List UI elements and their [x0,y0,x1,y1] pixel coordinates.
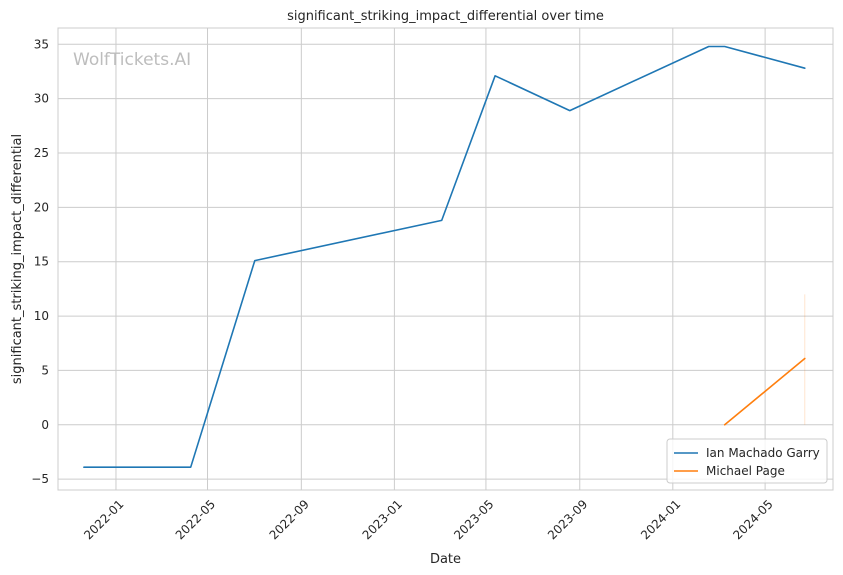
y-tick-label: 0 [41,418,49,432]
y-tick-label: 20 [34,200,49,214]
series-lines [83,45,806,469]
y-tick-label: 30 [34,92,49,106]
y-tick-labels: −5 0 5 10 15 20 25 30 35 [31,37,49,486]
legend-box [666,438,828,484]
x-tick-label: 2023-09 [545,497,590,542]
y-tick-label: −5 [31,472,49,486]
legend: Ian Machado Garry Michael Page [666,438,828,484]
x-tick-labels: 2022-01 2022-05 2022-09 2023-01 2023-05 2023-… [81,497,775,542]
series-line-michael-page [723,357,806,426]
x-tick-label: 2023-05 [451,497,496,542]
x-tick-label: 2022-01 [81,497,126,542]
y-tick-label: 10 [34,309,49,323]
y-tick-label: 35 [34,37,49,51]
legend-label-michael-page: Michael Page [706,464,785,478]
x-tick-label: 2024-05 [730,497,775,542]
plot-frame [57,27,834,491]
legend-label-ian-machado-garry: Ian Machado Garry [706,446,820,460]
x-tick-label: 2022-05 [173,497,218,542]
y-tick-label: 25 [34,146,49,160]
plot-background [58,28,833,490]
y-tick-label: 15 [34,255,49,269]
chart-title: significant_striking_impact_differential… [287,9,604,24]
x-tick-label: 2024-01 [638,497,683,542]
x-axis-label: Date [430,552,461,567]
x-tick-label: 2023-01 [360,497,405,542]
y-tick-label: 5 [41,363,49,377]
grid-lines [58,28,833,490]
series-line-ian-machado-garry [83,45,806,469]
watermark-text: WolfTickets.AI [73,50,191,70]
y-axis-label: significant_striking_impact_differential [10,134,25,384]
x-tick-label: 2022-09 [267,497,312,542]
